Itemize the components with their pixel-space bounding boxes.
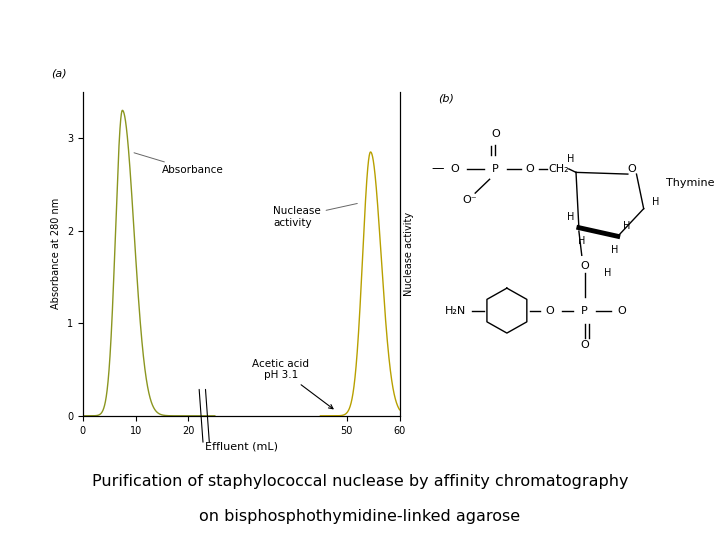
- Text: P: P: [492, 164, 499, 174]
- Text: O: O: [580, 340, 589, 350]
- Text: H: H: [578, 237, 585, 246]
- Text: Acetic acid
pH 3.1: Acetic acid pH 3.1: [252, 359, 333, 409]
- Y-axis label: Nuclease activity: Nuclease activity: [404, 212, 414, 296]
- Text: O: O: [526, 164, 534, 174]
- Text: Thymine: Thymine: [665, 178, 714, 188]
- Text: (a): (a): [51, 69, 67, 79]
- Text: O: O: [618, 306, 626, 315]
- Text: O: O: [451, 164, 459, 174]
- Text: O: O: [580, 261, 589, 271]
- Text: H₂N: H₂N: [444, 306, 466, 315]
- Text: H: H: [567, 212, 574, 222]
- Text: Absorbance: Absorbance: [134, 153, 224, 176]
- X-axis label: Effluent (mL): Effluent (mL): [204, 441, 278, 451]
- Text: Nuclease
activity: Nuclease activity: [273, 204, 357, 227]
- Text: O: O: [628, 164, 636, 174]
- Text: H: H: [652, 197, 659, 207]
- Text: (b): (b): [438, 93, 454, 103]
- Text: O⁻: O⁻: [462, 195, 477, 205]
- Text: P: P: [581, 306, 588, 315]
- Text: H: H: [611, 245, 618, 255]
- Text: O: O: [546, 306, 554, 315]
- Text: on bisphosphothymidine-linked agarose: on bisphosphothymidine-linked agarose: [199, 509, 521, 524]
- Text: H: H: [623, 221, 630, 231]
- Y-axis label: Absorbance at 280 nm: Absorbance at 280 nm: [51, 198, 61, 309]
- Text: O: O: [491, 130, 500, 139]
- Text: H: H: [567, 153, 574, 164]
- Text: —: —: [431, 163, 444, 176]
- Text: CH₂: CH₂: [549, 164, 569, 174]
- Text: H: H: [604, 268, 611, 278]
- Text: Purification of staphylococcal nuclease by affinity chromatography: Purification of staphylococcal nuclease …: [91, 474, 629, 489]
